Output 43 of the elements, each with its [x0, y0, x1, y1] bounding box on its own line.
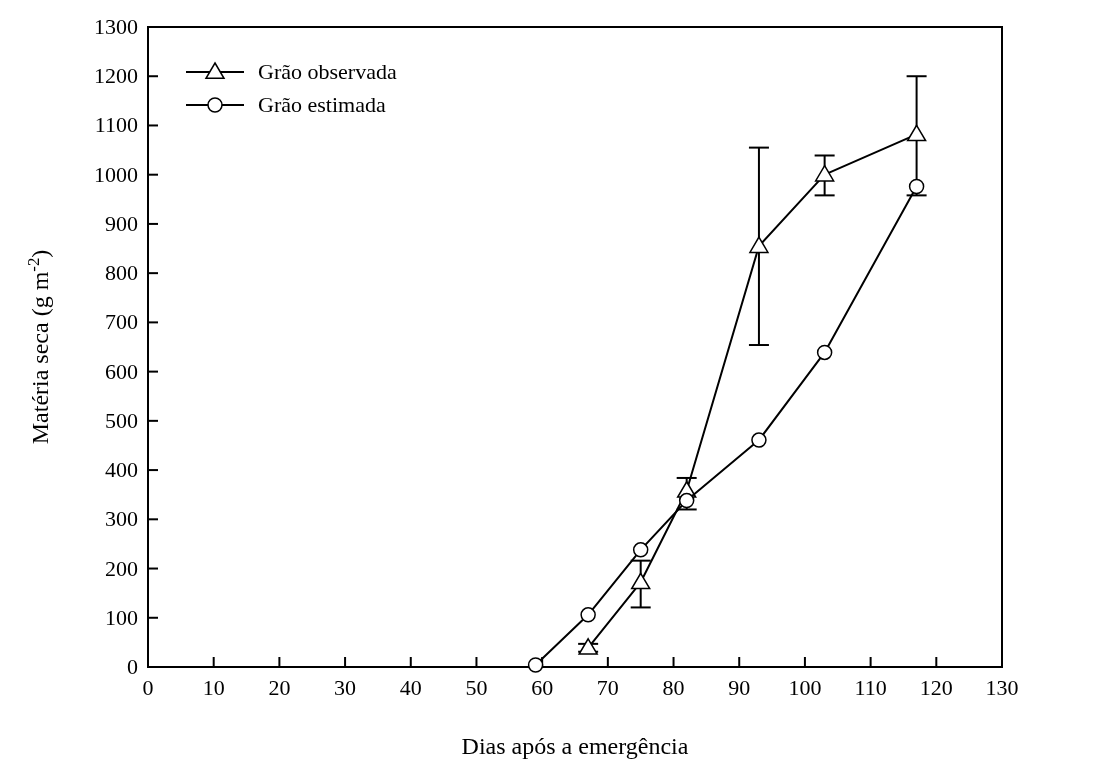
x-axis-title: Dias após a emergência	[461, 733, 689, 759]
x-tick-label: 80	[662, 675, 685, 700]
x-tick-label: 50	[465, 675, 488, 700]
point	[578, 638, 598, 655]
point	[906, 124, 927, 142]
y-tick-label: 200	[105, 555, 138, 581]
y-tick-label: 0	[127, 654, 138, 679]
x-tick-label: 130	[985, 675, 1019, 700]
y-tick-label: 600	[105, 358, 138, 384]
x-tick-label: 40	[399, 675, 422, 700]
x-tick-label: 0	[142, 675, 154, 700]
legend-label: Grão estimada	[258, 92, 386, 117]
y-tick-label: 400	[105, 457, 138, 483]
point	[749, 236, 769, 254]
y-tick-label: 1300	[94, 14, 138, 39]
point	[580, 607, 596, 623]
y-tick-label: 300	[105, 506, 138, 532]
x-tick-label: 60	[531, 675, 554, 700]
point	[678, 492, 695, 509]
x-tick-label: 90	[728, 675, 751, 700]
point	[527, 657, 544, 673]
x-tick-label: 100	[788, 675, 822, 700]
point	[908, 178, 925, 195]
point	[816, 344, 833, 361]
y-tick-label: 100	[105, 604, 138, 630]
x-tick-label: 110	[854, 675, 887, 700]
y-tick-label: 500	[105, 407, 138, 433]
point	[814, 164, 835, 182]
y-tick-label: 1000	[94, 161, 138, 187]
point	[630, 572, 651, 590]
legend-label: Grão observada	[258, 59, 397, 84]
point	[632, 542, 649, 558]
x-tick-label: 70	[596, 675, 619, 700]
y-tick-label: 1100	[94, 112, 138, 138]
y-tick-label: 800	[105, 260, 138, 286]
y-tick-label: 700	[105, 309, 138, 335]
x-tick-label: 30	[334, 675, 357, 700]
y-tick-label: 900	[105, 210, 138, 236]
x-tick-label: 20	[268, 675, 291, 700]
point	[751, 432, 767, 448]
y-tick-label: 1200	[94, 63, 138, 89]
x-tick-label: 10	[202, 675, 225, 700]
x-tick-label: 120	[919, 675, 953, 700]
